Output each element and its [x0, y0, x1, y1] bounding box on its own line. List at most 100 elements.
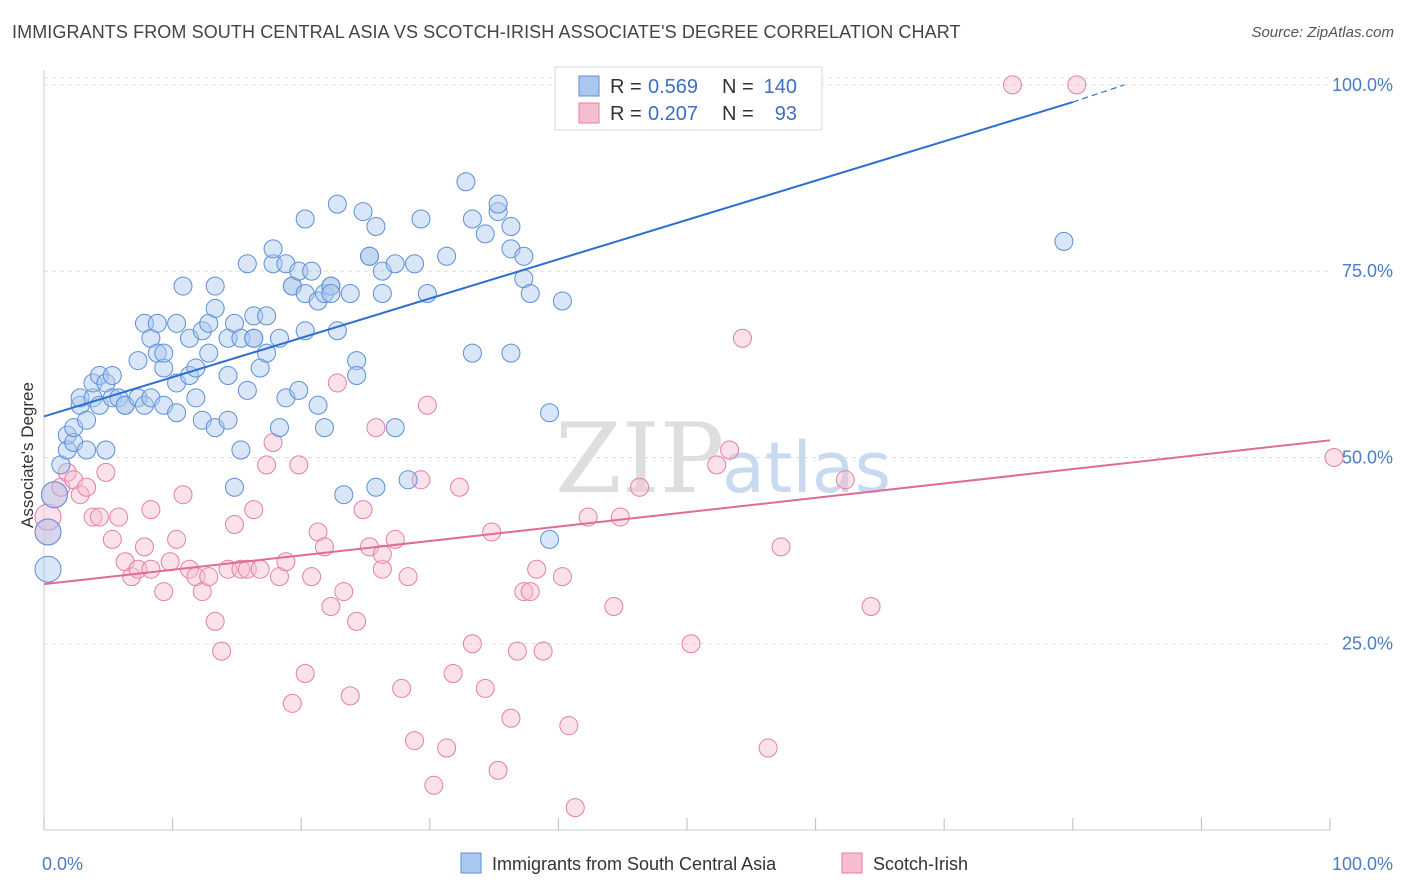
- south-central-asia-point: [347, 365, 367, 385]
- series-legend-label-blue: Immigrants from South Central Asia: [492, 854, 777, 874]
- y-axis-label: Associate's Degree: [18, 382, 37, 528]
- south-central-asia-point: [244, 328, 264, 348]
- south-central-asia-point: [263, 239, 283, 259]
- south-central-asia-trend-line: [43, 101, 1074, 418]
- south-central-asia-point: [1054, 231, 1074, 251]
- scotch-irish-point: [835, 470, 855, 490]
- south-central-asia-point: [520, 284, 540, 304]
- scotch-irish-point: [109, 507, 129, 527]
- south-central-asia-point: [314, 418, 334, 438]
- south-central-asia-point: [501, 216, 521, 236]
- scotch-irish-point: [212, 641, 232, 661]
- south-central-asia-point: [173, 276, 193, 296]
- scotch-irish-point: [758, 738, 778, 758]
- south-central-asia-point: [308, 395, 328, 415]
- south-central-asia-point: [475, 224, 495, 244]
- legend-n-label-pink: N =: [722, 103, 754, 125]
- scotch-irish-point: [405, 731, 425, 751]
- scotch-irish-point: [122, 567, 142, 587]
- south-central-asia-point: [96, 440, 116, 460]
- south-central-asia-point: [186, 388, 206, 408]
- scotch-irish-point: [604, 596, 624, 616]
- south-central-asia-point: [488, 194, 508, 214]
- south-central-asia-point: [167, 313, 187, 333]
- south-central-asia-point: [334, 485, 354, 505]
- south-central-asia-point: [289, 380, 309, 400]
- scotch-irish-point: [437, 738, 457, 758]
- south-central-asia-point: [540, 403, 560, 423]
- scotch-irish-point: [289, 455, 309, 475]
- scotch-irish-point: [443, 664, 463, 684]
- scotch-irish-point: [501, 708, 521, 728]
- south-central-asia-point: [192, 321, 212, 341]
- south-central-asia-point: [314, 284, 334, 304]
- legend-r-label-blue: R =: [610, 76, 642, 98]
- scotch-irish-point: [559, 716, 579, 736]
- scotch-irish-point: [70, 485, 90, 505]
- south-central-asia-point: [321, 276, 341, 296]
- south-central-asia-point: [57, 440, 77, 460]
- south-central-asia-point: [205, 276, 225, 296]
- south-central-asia-point: [514, 246, 534, 266]
- scotch-irish-point: [231, 559, 251, 579]
- scotch-irish-point: [89, 507, 109, 527]
- scotch-irish-point: [488, 760, 508, 780]
- y-tick-label: 100.0%: [1332, 75, 1393, 95]
- south-central-asia-points: [34, 172, 1074, 583]
- scotch-irish-point: [321, 596, 341, 616]
- south-central-asia-point: [552, 291, 572, 311]
- scotch-irish-point: [77, 477, 97, 497]
- legend-swatch-blue: [578, 75, 600, 97]
- south-central-asia-point: [347, 351, 367, 371]
- south-central-asia-point: [360, 246, 379, 266]
- south-central-asia-point: [327, 194, 347, 214]
- south-central-asia-point: [366, 477, 386, 497]
- scotch-irish-point: [520, 582, 540, 602]
- legend-r-value-blue: 0.569: [648, 76, 698, 98]
- south-central-asia-point: [218, 365, 238, 385]
- south-central-asia-point: [237, 254, 257, 274]
- south-central-asia-point: [199, 343, 219, 363]
- south-central-asia-point: [321, 284, 341, 304]
- south-central-asia-point: [237, 380, 257, 400]
- scotch-irish-point: [327, 373, 347, 393]
- south-central-asia-point: [57, 425, 77, 445]
- series-legend-label-pink: Scotch-Irish: [873, 854, 968, 874]
- south-central-asia-point: [257, 343, 277, 363]
- legend-r-label-pink: R =: [610, 103, 642, 125]
- scotch-irish-point: [224, 515, 244, 535]
- south-central-asia-point: [366, 216, 386, 236]
- scotch-irish-point: [1003, 75, 1022, 95]
- south-central-asia-point: [340, 284, 360, 304]
- south-central-asia-point: [205, 298, 225, 318]
- grid: [44, 77, 1330, 645]
- south-central-asia-point: [102, 365, 122, 385]
- trend-lines: [43, 84, 1331, 586]
- south-central-asia-point: [257, 306, 277, 326]
- x-tick-labels: 0.0% 100.0%: [42, 818, 1393, 874]
- south-central-asia-point: [154, 343, 174, 363]
- south-central-asia-point: [372, 284, 392, 304]
- scotch-irish-point: [424, 775, 444, 795]
- series-legend: Immigrants from South Central Asia Scotc…: [460, 852, 968, 874]
- south-central-asia-point: [385, 418, 405, 438]
- scotch-irish-point: [102, 529, 122, 549]
- scotch-irish-point: [861, 596, 881, 616]
- scotch-irish-point: [707, 455, 727, 475]
- scotch-irish-point: [578, 507, 598, 527]
- south-central-asia-point: [462, 209, 482, 229]
- legend-swatch-pink: [578, 102, 600, 124]
- scotch-irish-point: [450, 477, 470, 497]
- chart-title: IMMIGRANTS FROM SOUTH CENTRAL ASIA VS SC…: [12, 22, 961, 42]
- scotch-irish-point: [302, 567, 322, 587]
- scotch-irish-point: [154, 582, 174, 602]
- south-central-asia-point: [147, 313, 167, 333]
- south-central-asia-point: [77, 440, 97, 460]
- scotch-irish-point: [681, 634, 701, 654]
- scotch-irish-point: [771, 537, 791, 557]
- south-central-asia-point: [128, 351, 148, 371]
- south-central-asia-point: [437, 246, 457, 266]
- scotch-irish-point: [366, 418, 386, 438]
- south-central-asia-point: [456, 172, 476, 192]
- scotch-irish-point: [334, 582, 354, 602]
